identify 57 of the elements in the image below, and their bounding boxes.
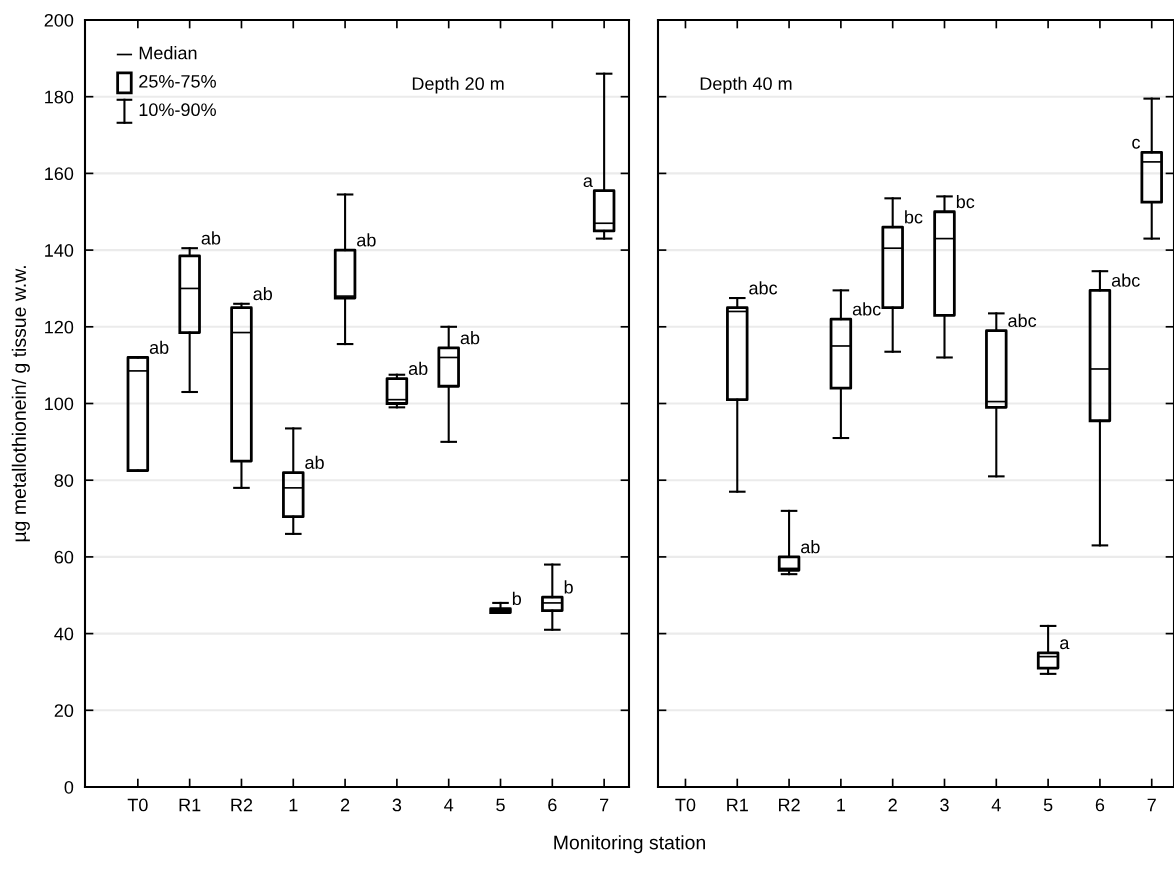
annotation: abc (1008, 313, 1037, 328)
x-axis-title: Monitoring station (554, 835, 705, 854)
annotation: bc (905, 210, 923, 224)
y-tick-label: 120 (45, 320, 74, 334)
annotation: ab (408, 361, 428, 375)
x-tick-label: 3 (392, 798, 402, 812)
annotation: 25%-75% (139, 74, 216, 88)
x-tick-label: 5 (496, 798, 505, 812)
x-tick-label: T0 (127, 798, 148, 812)
x-tick-label: R2 (231, 798, 253, 812)
x-tick-label: 3 (940, 798, 949, 812)
y-tick-label: 160 (45, 167, 74, 181)
x-tick-label: 1 (289, 798, 298, 812)
x-tick-label: 6 (1095, 798, 1105, 812)
annotation: a (583, 177, 593, 188)
x-tick-label: 2 (888, 798, 897, 812)
annotation: ab (460, 331, 480, 345)
x-tick-label: 6 (548, 798, 557, 812)
x-tick-label: 7 (600, 798, 609, 812)
y-tick-label: 0 (64, 780, 74, 794)
annotation: ab (357, 233, 376, 247)
annotation: ab (801, 540, 820, 554)
annotation: ab (305, 455, 324, 469)
annotation: abc (852, 302, 881, 316)
x-tick-label: R1 (727, 798, 748, 812)
x-tick-label: 4 (444, 798, 454, 812)
text: Depth 40 m (700, 76, 792, 94)
annotation: b (564, 580, 573, 594)
y-tick-label: 100 (45, 397, 74, 411)
x-tick-label: 7 (1147, 798, 1156, 812)
y-tick-label: 60 (54, 550, 74, 564)
annotation: ab (201, 231, 221, 245)
annotation: ab (149, 340, 169, 354)
x-tick-label: 2 (340, 798, 350, 812)
y-tick-label: 20 (54, 704, 74, 718)
x-tick-label: 5 (1043, 798, 1053, 812)
annotation: bc (956, 194, 975, 209)
y-axis-title: µg metallothionein/ g tissue w.w. (11, 266, 30, 542)
annotation: b (512, 591, 522, 606)
annotation: 10%-90% (139, 103, 216, 117)
x-tick-label: R1 (179, 798, 201, 812)
annotation: ab (253, 286, 273, 301)
annotation: Median (139, 46, 197, 60)
annotation: abc (749, 281, 778, 295)
x-tick-label: 1 (837, 798, 846, 812)
y-tick-label: 140 (45, 244, 74, 257)
x-tick-label: R2 (779, 798, 800, 812)
y-tick-label: 180 (45, 90, 74, 104)
y-tick-label: 200 (44, 13, 74, 27)
text: Depth 20 m (412, 76, 504, 94)
y-tick-label: 40 (54, 627, 74, 641)
annotation: abc (1111, 273, 1140, 287)
annotation: a (1060, 639, 1070, 650)
x-tick-label: T0 (675, 798, 696, 812)
x-tick-label: 4 (991, 798, 1001, 812)
y-tick-label: 80 (54, 474, 74, 487)
annotation: c (1132, 138, 1141, 149)
